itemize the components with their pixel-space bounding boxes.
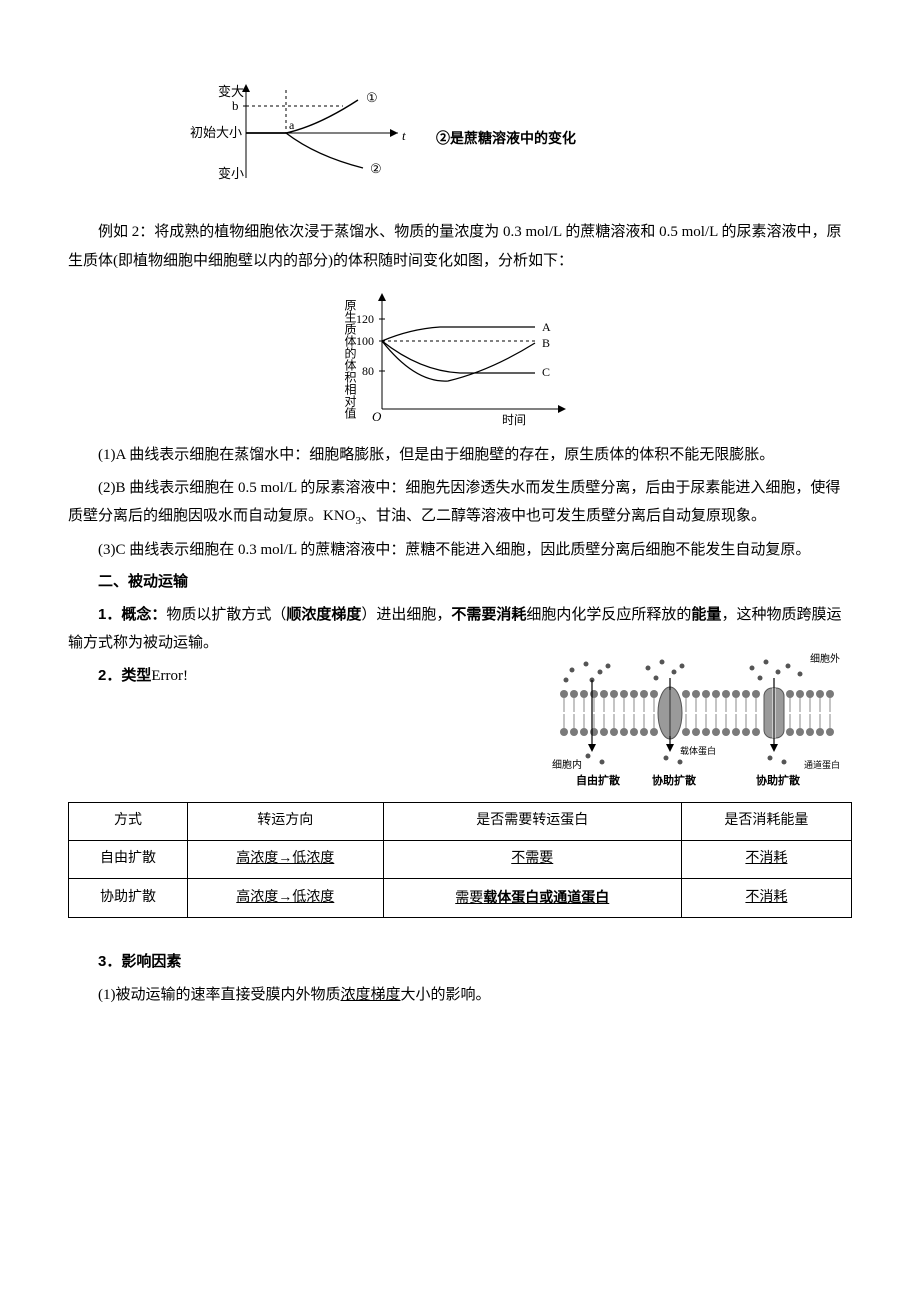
para-2b: 、甘油、乙二醇等溶液中也可发生质壁分离后自动复原现象。 <box>361 508 766 524</box>
th-3: 是否消耗能量 <box>681 803 851 841</box>
transport-table: 方式 转运方向 是否需要转运蛋白 是否消耗能量 自由扩散 高浓度→低浓度 不需要… <box>68 802 852 918</box>
factor1-a: (1)被动运输的速率直接受膜内外物质 <box>98 987 341 1003</box>
concept-a: 物质以扩散方式（ <box>166 607 286 623</box>
td-13: 不消耗 <box>745 890 787 905</box>
concept-e: 细胞内化学反应所释放的 <box>526 607 691 623</box>
chart1-curve1-label: ① <box>366 90 378 105</box>
td-10: 协助扩散 <box>69 878 188 918</box>
chart2-xlabel: 时间 <box>502 413 526 427</box>
concept-f: 能量 <box>691 606 721 623</box>
membrane-outside: 细胞外 <box>810 652 840 665</box>
chart1-annotation: ②是蔗糖溶液中的变化 <box>436 125 576 152</box>
concept-para: 1．概念：物质以扩散方式（顺浓度梯度）进出细胞，不需要消耗细胞内化学反应所释放的… <box>68 601 852 658</box>
type-label: 2．类型 <box>98 667 151 684</box>
td-00: 自由扩散 <box>69 840 188 878</box>
table-row: 自由扩散 高浓度→低浓度 不需要 不消耗 <box>69 840 852 878</box>
heading-passive-transport: 二、被动运输 <box>68 568 852 597</box>
td-02: 不需要 <box>511 851 553 866</box>
chart2-svg: 原生质体的体积相对值 120 100 80 A B C O 时间 <box>330 281 590 431</box>
table-header-row: 方式 转运方向 是否需要转运蛋白 是否消耗能量 <box>69 803 852 841</box>
chart2-tick-120: 120 <box>356 312 374 326</box>
td-12: 需要载体蛋白或通道蛋白 <box>383 878 681 918</box>
membrane-carrier-label: 载体蛋白 <box>680 745 716 756</box>
th-1: 转运方向 <box>187 803 383 841</box>
chart1-ylabel-bot: 变小 <box>218 166 244 181</box>
chart1-ylabel-b: b <box>232 98 239 113</box>
td-11: 高浓度→低浓度 <box>236 890 334 905</box>
chart2-origin: O <box>372 409 382 424</box>
membrane-inside: 细胞内 <box>552 758 582 771</box>
chart1-a-label: a <box>289 118 295 132</box>
chart2-tick-80: 80 <box>362 364 374 378</box>
th-0: 方式 <box>69 803 188 841</box>
chart2-series-c: C <box>542 365 550 379</box>
heading-factors: 3．影响因素 <box>68 948 852 977</box>
factor1-u: 浓度梯度 <box>341 987 401 1003</box>
factor1-b: 大小的影响。 <box>401 987 491 1003</box>
td-03: 不消耗 <box>745 851 787 866</box>
chart1-ylabel-top: 变大 <box>218 84 244 99</box>
chart2-tick-100: 100 <box>356 334 374 348</box>
chart1-curve2-label: ② <box>370 161 382 176</box>
td-12-bold: 载体蛋白或通道蛋白 <box>483 889 609 905</box>
membrane-channel-label: 通道蛋白 <box>804 759 840 770</box>
chart1-xaxis: t <box>402 128 406 143</box>
chart2-container: 原生质体的体积相对值 120 100 80 A B C O 时间 <box>68 281 852 431</box>
th-2: 是否需要转运蛋白 <box>383 803 681 841</box>
table-row: 协助扩散 高浓度→低浓度 需要载体蛋白或通道蛋白 不消耗 <box>69 878 852 918</box>
membrane-svg: 细胞外 <box>552 650 852 790</box>
para-1: (1)A 曲线表示细胞在蒸馏水中：细胞略膨胀，但是由于细胞壁的存在，原生质体的体… <box>68 441 852 470</box>
concept-c: ）进出细胞， <box>361 607 451 623</box>
para-2: (2)B 曲线表示细胞在 0.5 mol/L 的尿素溶液中：细胞先因渗透失水而发… <box>68 474 852 532</box>
chart2-series-b: B <box>542 336 550 350</box>
factor-1: (1)被动运输的速率直接受膜内外物质浓度梯度大小的影响。 <box>68 981 852 1010</box>
para-3: (3)C 曲线表示细胞在 0.3 mol/L 的蔗糖溶液中：蔗糖不能进入细胞，因… <box>68 536 852 565</box>
chart1-container: 变大 b 初始大小 变小 ① ② a t ②是蔗糖溶液中的变化 <box>188 78 852 198</box>
concept-label: 1．概念： <box>98 606 166 623</box>
chart1-ylabel-mid: 初始大小 <box>190 125 242 140</box>
example2-intro: 例如 2：将成熟的植物细胞依次浸于蒸馏水、物质的量浓度为 0.3 mol/L 的… <box>68 218 852 275</box>
membrane-cap-assist2: 协助扩散 <box>756 773 801 787</box>
type-error: Error! <box>151 668 188 684</box>
chart2-ylabel: 原生质体的体积相对值 <box>343 299 357 420</box>
membrane-cap-assist1: 协助扩散 <box>652 773 697 787</box>
td-01: 高浓度→低浓度 <box>236 851 334 866</box>
chart2-series-a: A <box>542 320 551 334</box>
concept-d: 不需要消耗 <box>451 606 526 623</box>
concept-b: 顺浓度梯度 <box>286 606 361 623</box>
membrane-cap-free: 自由扩散 <box>576 773 621 787</box>
chart1-svg: 变大 b 初始大小 变小 ① ② a t <box>188 78 418 198</box>
